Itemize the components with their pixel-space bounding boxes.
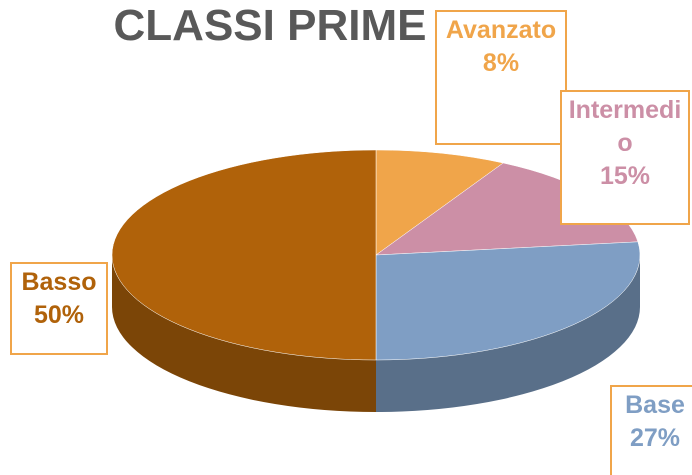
slice [375, 149, 504, 256]
category-label: Basso [21, 268, 97, 296]
slice [375, 241, 641, 361]
value-label: 15% [599, 162, 651, 190]
category-label: Intermedio [568, 96, 682, 157]
data-label: Avanzato 8% [435, 10, 567, 145]
category-label: Base [625, 391, 685, 419]
slice [111, 149, 377, 361]
category-label: Avanzato [445, 16, 557, 44]
data-label: Intermedio 15% [560, 90, 690, 225]
data-label: Base 27% [610, 385, 692, 475]
value-label: 50% [33, 301, 85, 329]
slice-side [376, 255, 640, 412]
data-label: Basso 50% [10, 262, 108, 355]
slice-side [112, 255, 376, 412]
value-label: 8% [482, 49, 520, 77]
value-label: 27% [629, 424, 681, 452]
chart-title: CLASSI PRIME [113, 1, 427, 50]
